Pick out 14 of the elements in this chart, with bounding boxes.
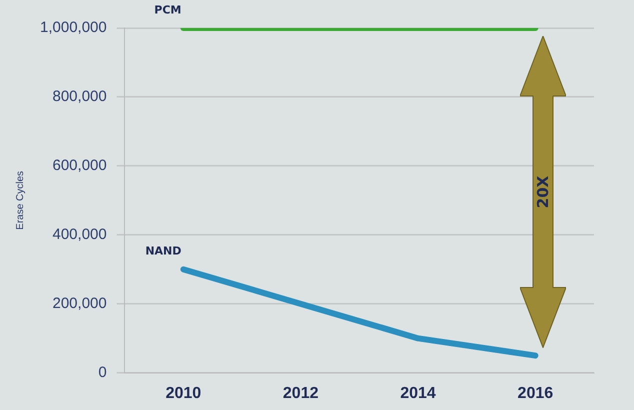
x-tick-label: 2010 — [166, 384, 202, 402]
y-tick-label: 200,000 — [52, 294, 107, 312]
y-tick-label: 0 — [98, 364, 107, 381]
y-tick-label: 400,000 — [52, 226, 107, 244]
y-axis-title: Erase Cycles — [14, 170, 26, 230]
x-tick-label: 2016 — [518, 384, 554, 402]
x-tick-label: 2012 — [282, 384, 319, 402]
y-tick-label: 1,000,000 — [40, 19, 107, 36]
annotation: 20X — [534, 176, 553, 208]
y-tick-label: 800,000 — [52, 88, 107, 106]
x-tick-label: 2014 — [400, 384, 436, 402]
series-label: PCM — [154, 3, 182, 16]
y-tick-label: 600,000 — [52, 157, 107, 174]
series-label: NAND — [145, 244, 182, 258]
